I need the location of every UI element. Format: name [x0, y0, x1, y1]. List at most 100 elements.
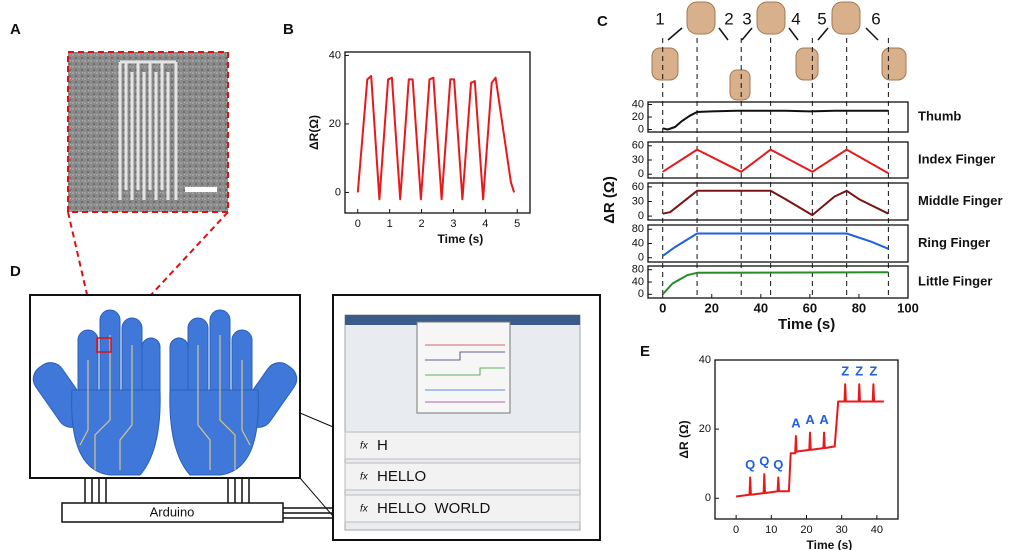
- y-axis-label: ΔR (Ω): [677, 420, 691, 458]
- zoom-box: [96, 337, 112, 353]
- y-tick-label: 20: [632, 111, 644, 123]
- x-tick-label: 0: [659, 300, 666, 315]
- electrode-lines: [118, 60, 178, 200]
- mini-trace: [425, 351, 505, 361]
- hand-fist: [686, 1, 716, 35]
- mini-trace: [425, 367, 505, 376]
- hand-two: [795, 47, 819, 81]
- annotation: Z: [841, 364, 849, 379]
- y-tick-label: 0: [638, 252, 644, 264]
- subplot-title: Little Finger: [918, 273, 992, 288]
- hand-open: [651, 47, 679, 81]
- x-tick-label: 5: [514, 218, 520, 230]
- sem-image: [67, 51, 229, 213]
- annotation: Q: [759, 454, 769, 469]
- screen-toolbar: [345, 315, 580, 325]
- formula-row: [344, 431, 581, 460]
- data-line: [662, 109, 889, 131]
- fx-icon: fx: [360, 441, 369, 452]
- plot-frame: [344, 51, 531, 214]
- annotation: A: [819, 412, 829, 427]
- x-tick-label: 2: [418, 218, 424, 230]
- subplot-title: Ring Finger: [918, 235, 990, 250]
- gesture-number: 3: [742, 9, 751, 28]
- plot-frame: [647, 224, 909, 263]
- x-tick-label: 20: [800, 524, 812, 536]
- sem-frame: [67, 51, 229, 213]
- y-tick-label: 80: [632, 223, 644, 235]
- y-tick-label: 60: [632, 181, 644, 193]
- x-tick-label: 4: [482, 218, 488, 230]
- y-tick-label: 30: [632, 195, 644, 207]
- y-tick-label: 0: [638, 210, 644, 222]
- arduino-label: Arduino: [150, 504, 195, 519]
- y-tick-label: 40: [329, 49, 341, 61]
- data-line: [662, 232, 889, 257]
- plot-frame: [647, 265, 909, 299]
- mini-plot: [425, 344, 505, 403]
- panel-letter: E: [640, 343, 650, 360]
- x-tick-label: 60: [803, 300, 817, 315]
- arduino-box: [61, 502, 284, 523]
- plot-window: [416, 321, 511, 414]
- annotation: Q: [745, 457, 755, 472]
- gesture-number: 2: [724, 9, 733, 28]
- fx-icon: fx: [360, 472, 369, 483]
- y-tick-label: 30: [632, 154, 644, 166]
- formula-row: [344, 462, 581, 491]
- gesture-number: 6: [871, 9, 880, 28]
- y-tick-label: 20: [329, 118, 341, 130]
- x-tick-label: 30: [836, 524, 848, 536]
- y-tick-label: 40: [632, 276, 644, 288]
- y-axis-label: ΔR(Ω): [307, 115, 321, 150]
- hand-fist: [756, 1, 786, 35]
- x-tick-label: 40: [871, 524, 883, 536]
- x-axis-label: Time (s): [438, 232, 484, 246]
- y-tick-label: 80: [632, 264, 644, 276]
- screen-text: H: [377, 437, 388, 454]
- y-tick-label: 0: [638, 168, 644, 180]
- glove-palm: [71, 389, 161, 476]
- panel-letter: D: [10, 263, 21, 280]
- x-tick-label: 3: [450, 218, 456, 230]
- subplot-title: Middle Finger: [918, 193, 1003, 208]
- zoom-line: [67, 211, 98, 339]
- arrows: [667, 27, 879, 41]
- sem-texture: [68, 52, 228, 212]
- gesture-number: 4: [791, 9, 800, 28]
- wires: [84, 478, 333, 519]
- x-tick-label: 0: [355, 218, 361, 230]
- hand-gestures: [651, 1, 907, 101]
- connectors: [84, 478, 333, 519]
- y-tick-label: 0: [638, 123, 644, 135]
- annotation: Z: [869, 364, 877, 379]
- trace-lines: [79, 335, 251, 470]
- glove-right: [169, 309, 298, 476]
- gesture-number: 1: [655, 9, 664, 28]
- annotation: A: [805, 412, 815, 427]
- y-tick-label: 40: [699, 354, 711, 366]
- x-tick-label: 100: [897, 300, 919, 315]
- y-tick-label: 60: [632, 140, 644, 152]
- gesture-number: 5: [817, 9, 826, 28]
- x-axis-label: Time (s): [778, 316, 835, 333]
- x-tick-label: 1: [387, 218, 393, 230]
- data-line: [661, 271, 889, 295]
- data-line: [662, 148, 889, 175]
- y-axis-label: ΔR (Ω): [601, 176, 618, 224]
- plot-frame: [647, 182, 909, 221]
- y-tick-label: 40: [632, 237, 644, 249]
- y-tick-label: 20: [699, 423, 711, 435]
- annotation: A: [791, 415, 801, 430]
- scale-bar: [185, 187, 217, 192]
- data-line: [356, 75, 516, 201]
- screen-text: HELLO: [377, 468, 426, 485]
- data-line: [735, 383, 884, 498]
- y-tick-label: 40: [632, 98, 644, 110]
- x-tick-label: 40: [754, 300, 768, 315]
- panel-letter: A: [10, 21, 21, 38]
- panel-letter: B: [283, 21, 294, 38]
- panel-letter: C: [597, 13, 608, 30]
- x-tick-label: 0: [733, 524, 739, 536]
- subplot-title: Thumb: [918, 108, 961, 123]
